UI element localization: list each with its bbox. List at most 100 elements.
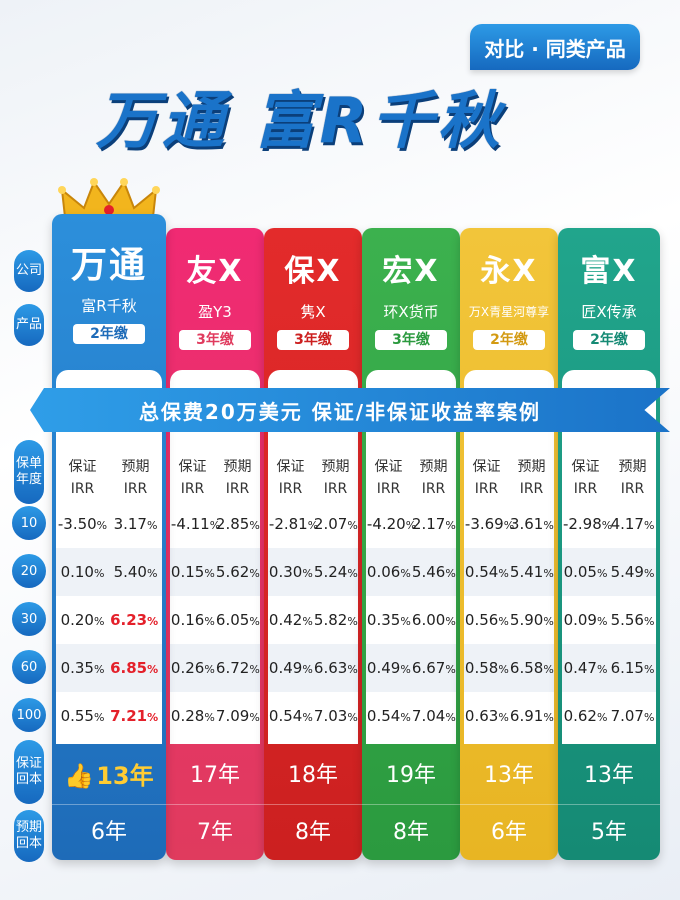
percent-sign: % — [347, 567, 358, 580]
expected-payback-value: 7年 — [166, 804, 264, 860]
percent-sign: % — [302, 711, 313, 724]
guaranteed-irr-value: 0.47% — [563, 659, 608, 677]
table-row: 0.30% 5.24% — [268, 548, 358, 596]
expected-irr-value: 5.90% — [509, 611, 554, 629]
payback-footer: 18年 8年 — [264, 748, 362, 860]
percent-sign: % — [147, 663, 159, 676]
side-label-expected-payback: 预期回本 — [14, 810, 44, 862]
table-row: -3.50% 3.17% — [56, 500, 162, 548]
percent-sign: % — [596, 663, 608, 676]
guaranteed-irr-value: 0.62% — [563, 707, 608, 725]
percent-sign: % — [347, 663, 358, 676]
side-label-product: 产品 — [14, 304, 44, 346]
table-row: 0.20% 6.23%👍 — [56, 596, 162, 644]
expected-irr-label: 预期 IRR — [618, 459, 647, 497]
guaranteed-irr-value: -3.69% — [464, 515, 515, 533]
irr-table: 保证 IRR 预期 IRR -2.81% 2.07% 0.30% 5.24% 0.42% 5.82… — [268, 370, 358, 744]
expected-irr-value: 4.17% — [610, 515, 655, 533]
percent-sign: % — [596, 567, 608, 580]
year-badge: 30 — [12, 602, 46, 636]
guaranteed-irr-value: 0.15% — [170, 563, 215, 581]
expected-irr-value: 5.56% — [610, 611, 655, 629]
guaranteed-irr-value: 0.20% — [60, 611, 105, 629]
expected-irr-value: 6.63% — [313, 659, 358, 677]
company-name: 富X — [580, 254, 638, 289]
table-row: 0.63% 6.91% — [464, 692, 554, 740]
company-name: 友X — [186, 254, 244, 289]
table-row: 0.58% 6.58% — [464, 644, 554, 692]
percent-sign: % — [543, 615, 554, 628]
expected-irr-value: 6.00% — [411, 611, 456, 629]
guaranteed-irr-label: 保证 IRR — [571, 459, 600, 497]
guaranteed-irr-value: -4.20% — [366, 515, 417, 533]
expected-irr-value: 6.15% — [610, 659, 655, 677]
expected-irr-value: 6.23%👍 — [110, 611, 159, 629]
percent-sign: % — [204, 711, 215, 724]
guaranteed-irr-value: 0.06% — [366, 563, 411, 581]
table-row: -2.81% 2.07% — [268, 500, 358, 548]
expected-irr-value: 5.82% — [313, 611, 358, 629]
percent-sign: % — [405, 519, 417, 532]
percent-sign: % — [204, 615, 215, 628]
guaranteed-irr-value: 0.05% — [563, 563, 608, 581]
year-badge: 100 — [12, 698, 46, 732]
percent-sign: % — [596, 615, 608, 628]
percent-sign: % — [543, 567, 554, 580]
irr-table: 保证 IRR 预期 IRR -2.98% 4.17% 0.05% 5.49% 0.09% 5.56… — [562, 370, 656, 744]
percent-sign: % — [400, 663, 411, 676]
expected-irr-value: 7.03% — [313, 707, 358, 725]
percent-sign: % — [93, 711, 105, 724]
percent-sign: % — [503, 519, 515, 532]
thumbs-up-icon: 👍 — [64, 762, 95, 790]
expected-payback-value: 5年 — [558, 804, 660, 860]
percent-sign: % — [147, 711, 159, 724]
table-row: 0.09% 5.56% — [562, 596, 656, 644]
product-column: 永X 万X青星河尊享 2年缴 保证 IRR 预期 IRR -3.69% 3.61% 0.54% 5.… — [460, 228, 558, 860]
table-row: 0.49% 6.63% — [268, 644, 358, 692]
table-row: 0.16% 6.05% — [170, 596, 260, 644]
percent-sign: % — [347, 519, 358, 532]
percent-sign: % — [643, 519, 655, 532]
year-badge: 60 — [12, 650, 46, 684]
table-row: 0.54% 5.41% — [464, 548, 554, 596]
guaranteed-irr-label: 保证 IRR — [472, 459, 501, 497]
table-row: 0.35% 6.85%👍 — [56, 644, 162, 692]
table-row: 0.54% 7.03% — [268, 692, 358, 740]
guaranteed-irr-label: 保证 IRR — [374, 459, 403, 497]
payment-years-badge: 2年缴 — [73, 324, 145, 344]
table-row: 0.28% 7.09% — [170, 692, 260, 740]
table-row: -3.69% 3.61% — [464, 500, 554, 548]
expected-irr-value: 3.17% — [113, 515, 158, 533]
table-row: 0.06% 5.46% — [366, 548, 456, 596]
expected-payback-value: 6年 — [52, 804, 166, 860]
expected-irr-value: 6.85%👍 — [110, 659, 159, 677]
percent-sign: % — [543, 711, 554, 724]
percent-sign: % — [302, 615, 313, 628]
expected-irr-value: 6.72% — [215, 659, 260, 677]
table-row: 0.56% 5.90% — [464, 596, 554, 644]
percent-sign: % — [445, 567, 456, 580]
percent-sign: % — [249, 567, 260, 580]
percent-sign: % — [209, 519, 221, 532]
expected-irr-value: 7.04% — [411, 707, 456, 725]
percent-sign: % — [93, 567, 105, 580]
percent-sign: % — [543, 663, 554, 676]
guaranteed-irr-value: 0.55% — [60, 707, 105, 725]
guaranteed-irr-value: 0.35% — [60, 659, 105, 677]
irr-rows: -3.50% 3.17% 0.10% 5.40% 0.20% 6.23%👍 0.35% 6.8… — [56, 500, 162, 740]
product-name: 盈Y3 — [198, 303, 232, 321]
column-header: 万通 富R千秋 2年缴 — [52, 214, 166, 366]
company-name: 保X — [284, 254, 342, 289]
irr-table: 保证 IRR 预期 IRR -4.20% 2.17% 0.06% 5.46% 0.35% 6.00… — [366, 370, 456, 744]
guaranteed-payback-value: 17年 — [190, 763, 240, 788]
table-row: -2.98% 4.17% — [562, 500, 656, 548]
table-row: 0.26% 6.72% — [170, 644, 260, 692]
guaranteed-irr-value: 0.54% — [464, 563, 509, 581]
expected-payback-value: 8年 — [362, 804, 460, 860]
expected-payback-value: 6年 — [460, 804, 558, 860]
expected-irr-label: 预期 IRR — [121, 459, 150, 497]
year-badge: 10 — [12, 506, 46, 540]
irr-rows: -4.11% 2.85% 0.15% 5.62% 0.16% 6.05% 0.26% 6.72… — [170, 500, 260, 740]
percent-sign: % — [204, 567, 215, 580]
guaranteed-irr-value: 0.49% — [268, 659, 313, 677]
